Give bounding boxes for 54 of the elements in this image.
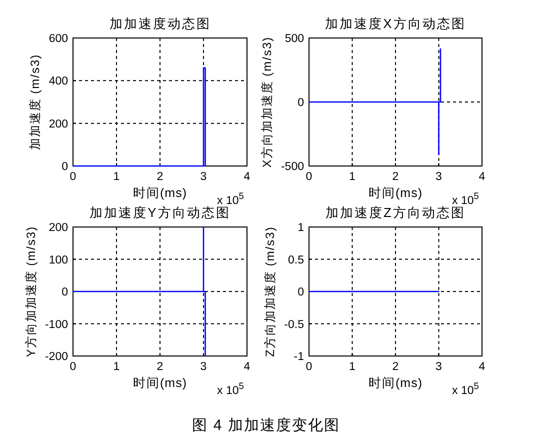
x-tick-label: 2 (156, 361, 164, 373)
x-tick-label: 4 (478, 361, 486, 373)
y-tick-label: 200 (48, 222, 68, 234)
text: x 10$^{5}$ (217, 381, 244, 397)
y-axis-title: 加加速度 (m/s3) (28, 54, 42, 150)
x-tick-label: 0 (70, 171, 76, 183)
x-axis-title: 时间(ms) (368, 376, 422, 390)
y-axis-title: Y方向加加速度 (m/s3) (24, 226, 38, 358)
y-tick-label: 0.5 (288, 254, 304, 266)
chart-title: 加加速度X方向动态图 (325, 16, 466, 31)
x-tick-label: 1 (349, 171, 356, 183)
x-tick-label: 1 (113, 171, 120, 183)
y-tick-label: -500 (280, 161, 304, 174)
x-axis-title: 时间(ms) (133, 376, 187, 390)
x-tick-label: 1 (113, 361, 120, 373)
x-axis-title: 时间(ms) (133, 186, 187, 200)
y-tick-label: 0 (298, 286, 304, 299)
y-axis-title: X方向加加速度 (m/s3) (260, 36, 274, 168)
x-tick-label: 2 (392, 361, 399, 373)
text: x 10$^{5}$ (452, 191, 479, 207)
chart-title: 加加速度动态图 (109, 16, 211, 31)
text: x 10$^{5}$ (452, 381, 479, 397)
x-tick-label: 4 (478, 171, 486, 183)
x-tick-label: 4 (244, 361, 251, 373)
x-tick-label: 2 (392, 171, 399, 183)
x-tick-label: 0 (306, 171, 312, 183)
x-tick-label: 3 (200, 361, 207, 373)
x-tick-label: 0 (70, 361, 76, 373)
y-tick-label: -200 (44, 351, 68, 364)
y-tick-label: -100 (44, 318, 68, 331)
chart-title: 加加速度Z方向动态图 (326, 205, 466, 220)
y-tick-label: -1 (294, 351, 304, 364)
x-tick-label: 2 (156, 171, 164, 183)
y-tick-label: 0 (298, 97, 304, 110)
y-tick-label: 200 (48, 118, 68, 130)
x-tick-label: 0 (306, 361, 312, 373)
x-axis-title: 时间(ms) (368, 186, 422, 200)
x-tick-label: 4 (244, 171, 251, 183)
y-tick-label: -0.5 (284, 318, 304, 331)
y-tick-label: 0 (62, 286, 68, 299)
y-tick-label: 100 (48, 254, 68, 266)
y-tick-label: 500 (284, 33, 304, 46)
x-tick-label: 1 (349, 361, 356, 373)
y-tick-label: 600 (48, 33, 68, 46)
y-tick-label: 400 (48, 76, 68, 88)
x-tick-label: 3 (200, 171, 207, 183)
y-tick-label: 1 (298, 222, 304, 234)
x-tick-label: 3 (436, 361, 442, 373)
text: x 10$^{5}$ (217, 191, 244, 207)
y-tick-label: 0 (62, 161, 68, 174)
caption: 图 4 加加速度变化图 (192, 417, 340, 434)
chart-title: 加加速度Y方向动态图 (90, 205, 230, 220)
y-axis-title: Z方向加加速度 (m/s3) (263, 226, 278, 357)
x-tick-label: 3 (436, 171, 442, 183)
